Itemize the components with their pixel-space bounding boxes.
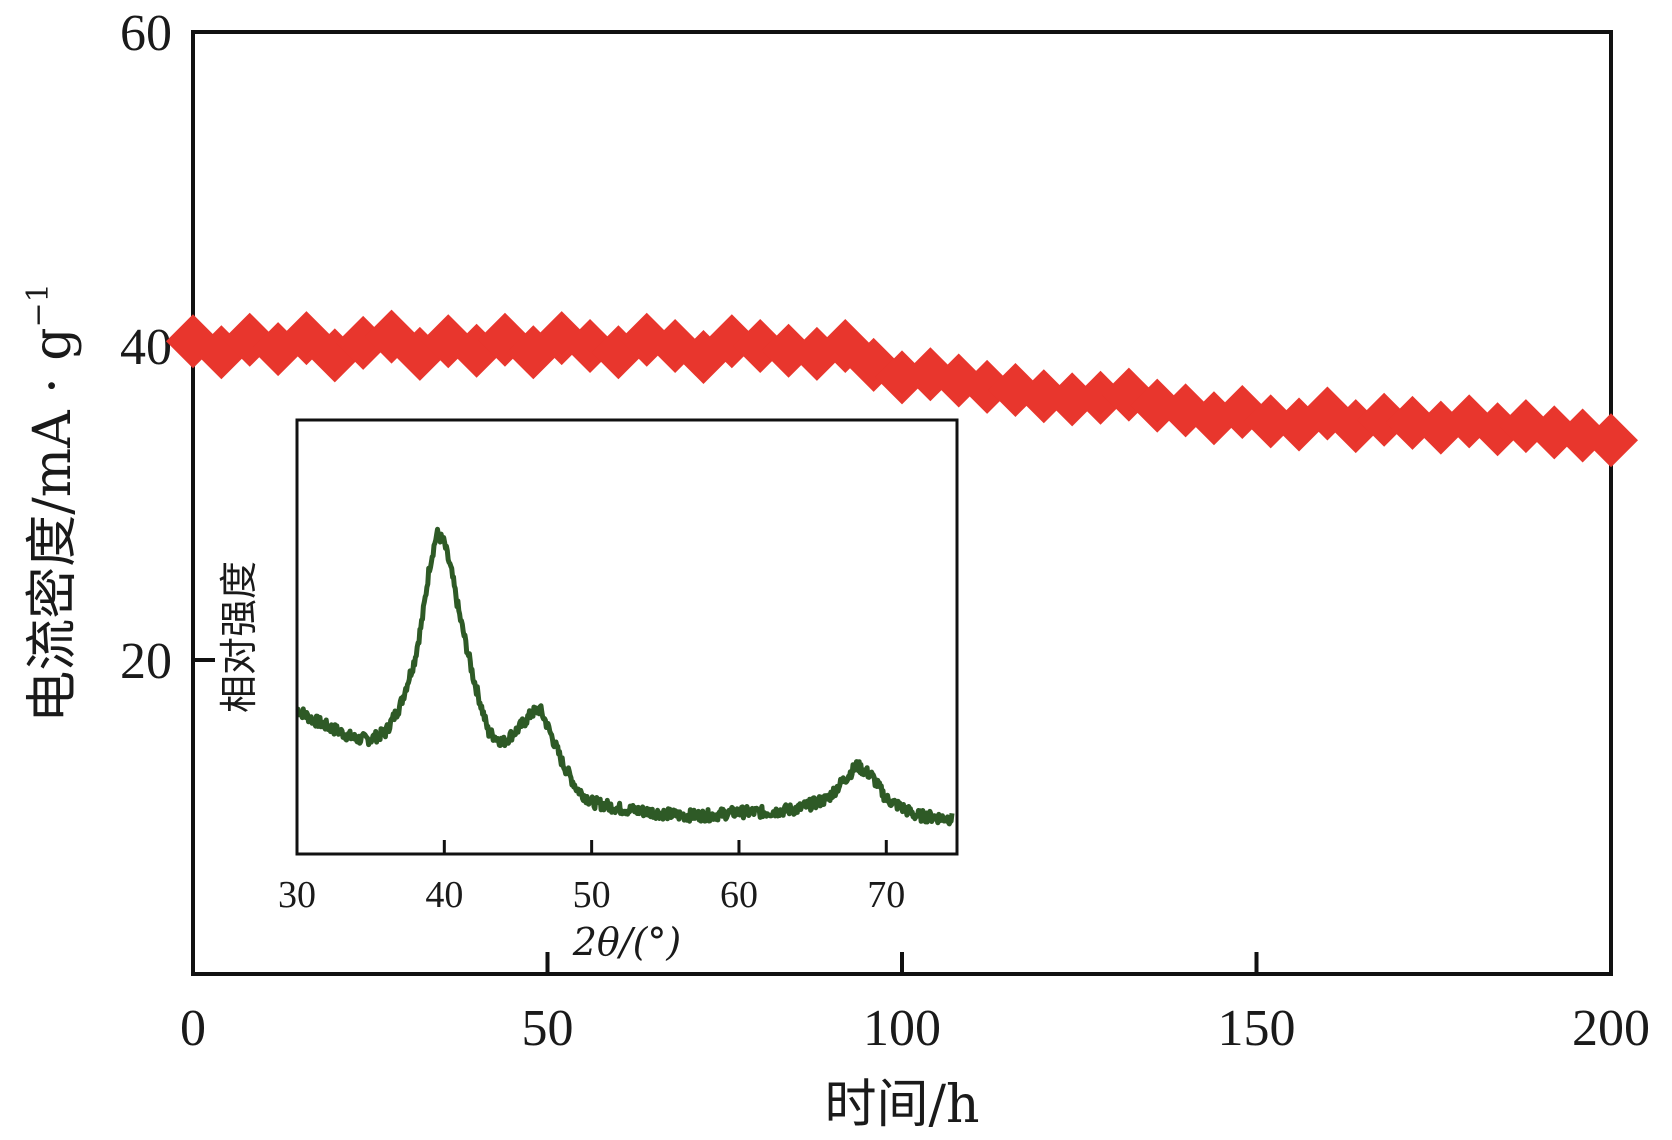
main-x-tick-label: 100 (863, 1000, 941, 1057)
inset-plot-frame (295, 418, 959, 856)
main-y-axis-label: 电流密度/mA · g (23, 327, 83, 722)
main-x-tick-label: 150 (1218, 1000, 1296, 1057)
inset-x-tick-label: 60 (720, 874, 758, 916)
inset-series (295, 526, 955, 827)
main-series (166, 309, 1638, 468)
inset-x-tick-label: 50 (573, 874, 611, 916)
main-data-point (1584, 413, 1638, 468)
main-x-tick-label: 50 (522, 1000, 574, 1057)
inset-series-line (295, 526, 955, 827)
main-y-axis-label-group: 电流密度/mA · g−1 (21, 283, 83, 723)
inset-x-axis-label: 2θ/(°) (572, 920, 682, 964)
inset-x-tick-label: 40 (425, 874, 463, 916)
inset-x-tick-label: 70 (867, 874, 905, 916)
inset-background (297, 420, 957, 854)
main-y-tick-label: 40 (120, 319, 172, 376)
main-y-tick-label: 60 (120, 5, 172, 62)
svg-text:电流密度/mA · g−1: 电流密度/mA · g−1 (21, 283, 83, 723)
main-x-tick-label: 0 (180, 1000, 206, 1057)
inset-x-tick-label: 30 (278, 874, 316, 916)
inset-y-axis-label-group: 相对强度 (217, 561, 261, 713)
main-y-axis-label-sup: −1 (21, 283, 56, 327)
main-x-tick-label: 200 (1572, 1000, 1650, 1057)
inset-y-axis-label: 相对强度 (217, 561, 261, 713)
inset-ticks: 30 40 50 60 70 (278, 840, 905, 916)
main-data-point (477, 312, 532, 367)
main-x-axis-label: 时间/h (824, 1075, 979, 1135)
main-y-tick-label: 20 (120, 633, 172, 690)
main-ticks: 0 50 100 150 200 20 40 60 (120, 5, 1650, 1057)
